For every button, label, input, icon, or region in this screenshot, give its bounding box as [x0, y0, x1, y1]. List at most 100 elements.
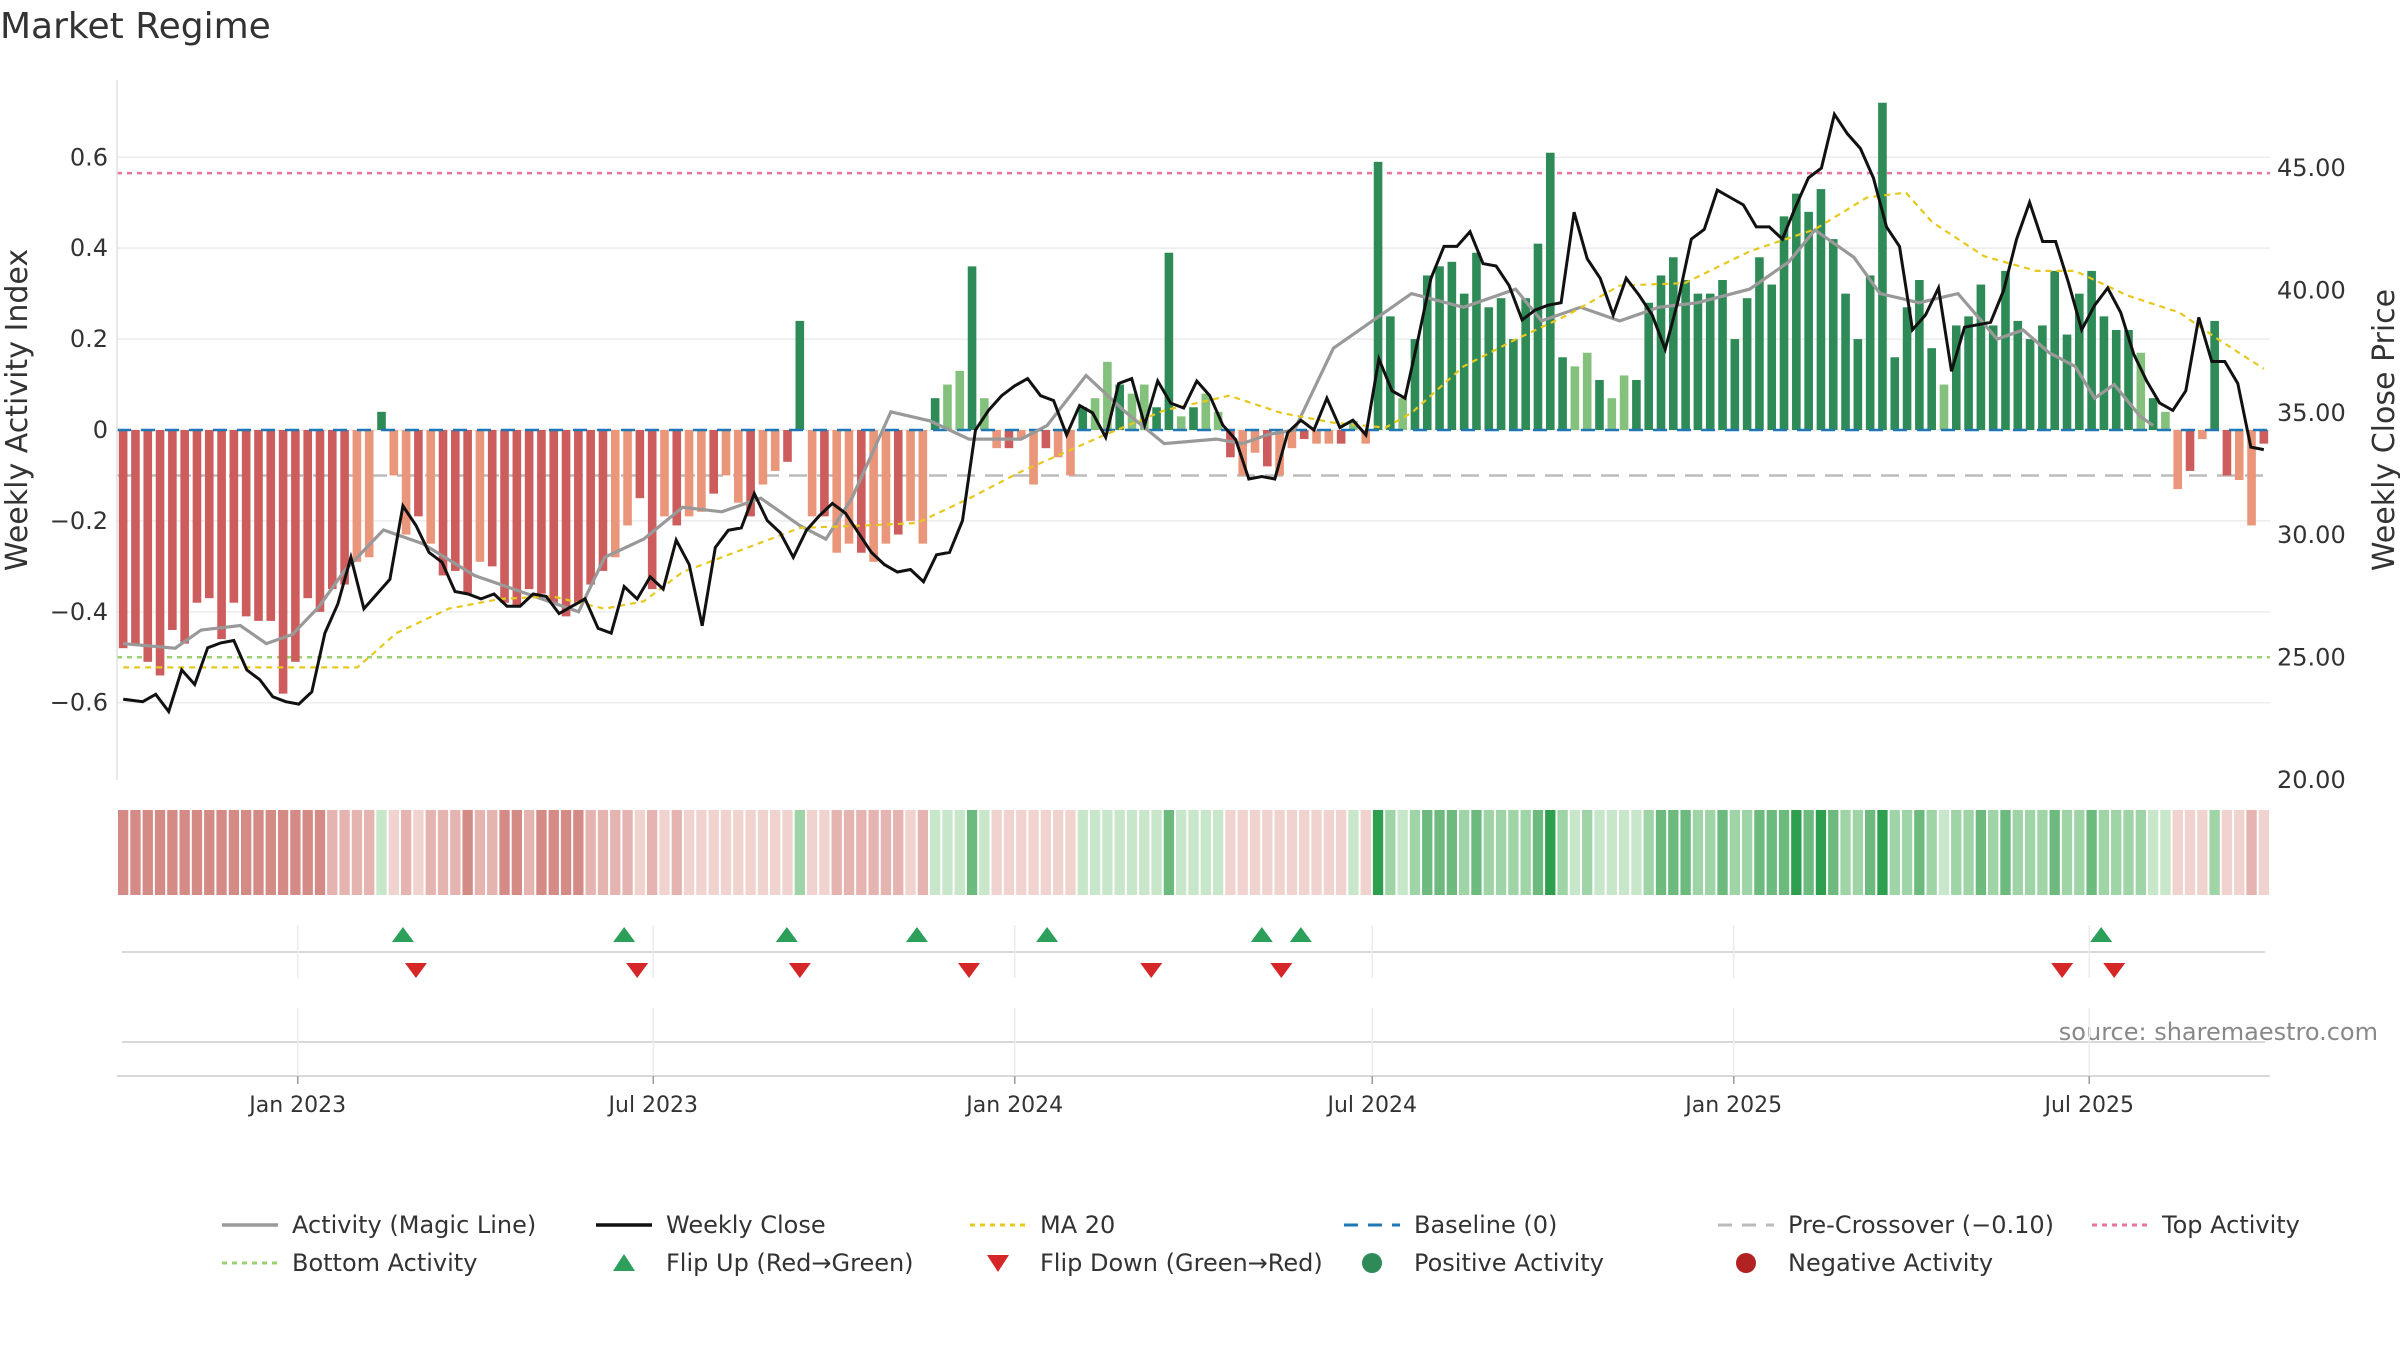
activity-bar — [1447, 261, 1457, 430]
activity-bar — [2111, 330, 2121, 430]
heat-cell — [1545, 810, 1556, 895]
heat-cell — [1938, 810, 1950, 895]
activity-bar — [192, 430, 202, 603]
activity-bar — [549, 430, 559, 603]
activity-bar — [1619, 375, 1629, 430]
left-tick-label: −0.4 — [50, 598, 108, 626]
activity-bar — [955, 370, 965, 430]
activity-bar — [733, 430, 743, 503]
activity-bar — [758, 430, 768, 485]
activity-bar — [1816, 189, 1826, 430]
heat-cell — [437, 810, 449, 895]
activity-bar — [1016, 430, 1026, 440]
activity-bar — [672, 430, 682, 526]
activity-bar — [1127, 393, 1137, 430]
heat-cell — [1988, 810, 1999, 895]
x-tick-label: Jul 2025 — [2043, 1093, 2135, 1118]
heat-cell — [647, 810, 658, 895]
legend-swatch — [613, 1254, 635, 1271]
legend-item: Positive Activity — [1362, 1249, 1604, 1277]
activity-bar — [746, 430, 755, 517]
heat-cell — [1163, 810, 1175, 895]
activity-bar — [844, 430, 854, 544]
flip-up-marker — [1036, 927, 1059, 942]
heat-cell — [2184, 810, 2196, 895]
x-tick-label: Jul 2024 — [1325, 1093, 1417, 1118]
legend-label: MA 20 — [1040, 1211, 1115, 1239]
heat-cell — [1815, 810, 1827, 895]
activity-bar — [487, 430, 497, 567]
activity-bar — [709, 430, 718, 494]
heat-cell — [2098, 810, 2110, 895]
heat-cell — [302, 810, 313, 895]
activity-bar — [2001, 270, 2010, 430]
activity-bar — [1312, 430, 1321, 444]
activity-bar — [475, 430, 485, 562]
heat-cell — [1262, 810, 1273, 895]
x-tick-label: Jan 2023 — [247, 1093, 346, 1118]
activity-bar — [1275, 430, 1284, 476]
heat-cell — [2246, 810, 2257, 895]
activity-bar — [1632, 380, 1641, 430]
activity-bar — [315, 430, 325, 612]
activity-bar — [1435, 266, 1444, 430]
activity-bar — [1718, 280, 1727, 430]
activity-bar — [1041, 430, 1051, 449]
heat-cell — [1102, 810, 1113, 895]
activity-bar — [451, 430, 460, 571]
activity-bar — [278, 430, 288, 694]
legend-item: MA 20 — [970, 1211, 1115, 1239]
activity-bar — [1078, 407, 1088, 430]
flip-down-marker — [2051, 963, 2074, 978]
legend-label: Flip Down (Green→Red) — [1040, 1249, 1323, 1277]
activity-bar — [1779, 216, 1789, 430]
heat-cell — [1323, 810, 1334, 895]
heat-cell — [1569, 810, 1581, 895]
heat-cell — [1028, 810, 1039, 895]
activity-bar — [1509, 339, 1518, 430]
activity-bar — [131, 430, 140, 644]
legend-item: Weekly Close — [596, 1211, 826, 1239]
legend-item: Activity (Magic Line) — [222, 1211, 536, 1239]
heat-cell — [1766, 810, 1777, 895]
activity-bar — [2062, 334, 2072, 430]
legend-swatch — [1736, 1253, 1756, 1273]
heat-cell — [2172, 810, 2183, 895]
heat-cell — [2197, 810, 2208, 895]
activity-bar — [1472, 252, 1481, 430]
heat-cell — [622, 810, 633, 895]
heat-cell — [671, 810, 682, 895]
activity-bar — [1988, 325, 1998, 430]
heat-cell — [720, 810, 732, 895]
heat-cell — [241, 810, 252, 895]
heat-cell — [610, 810, 621, 895]
activity-bar — [1336, 430, 1346, 444]
activity-bar — [1386, 316, 1395, 430]
flip-up-marker — [775, 927, 798, 942]
activity-bar — [2013, 320, 2023, 430]
flip-up-marker — [2090, 927, 2113, 942]
activity-bar — [2161, 411, 2170, 430]
right-tick-label: 45.00 — [2277, 154, 2346, 182]
flip-up-marker — [905, 927, 928, 942]
activity-bar — [820, 430, 829, 517]
heat-cell — [2160, 810, 2171, 895]
heat-cell — [1828, 810, 1839, 895]
activity-bar — [1139, 384, 1149, 430]
activity-bar — [832, 430, 842, 553]
activity-bar — [327, 430, 337, 590]
heat-cell — [536, 810, 547, 895]
activity-bar — [770, 430, 780, 471]
activity-bar — [2259, 430, 2269, 444]
heat-cell — [696, 810, 707, 895]
heat-cell — [277, 810, 289, 895]
heat-cell — [893, 810, 904, 895]
activity-bar — [1189, 407, 1198, 430]
activity-bar — [807, 430, 817, 517]
heat-cell — [216, 810, 227, 895]
heat-cell — [856, 810, 867, 895]
activity-bar — [1213, 411, 1223, 430]
heat-cell — [2135, 810, 2146, 895]
heat-cell — [130, 810, 141, 895]
